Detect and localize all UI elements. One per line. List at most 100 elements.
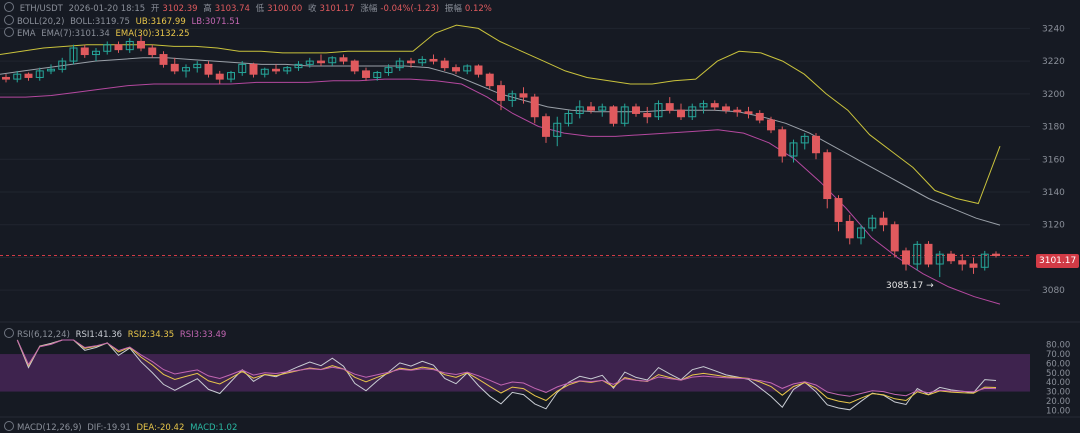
candle-body: [789, 142, 798, 157]
boll-lb: LB:3071.51: [191, 17, 241, 27]
boll-mid: BOLL:3119.75: [70, 17, 130, 27]
candle-body: [58, 60, 67, 70]
candle-body: [542, 116, 550, 137]
lock-icon[interactable]: [4, 328, 14, 338]
candle-body: [755, 112, 764, 121]
rsi-tick-label: 20.00: [1046, 397, 1070, 407]
candle-body: [373, 72, 382, 78]
info-icon: [4, 2, 14, 12]
boll-upper-line: [0, 24, 1001, 205]
candle-body: [935, 253, 944, 265]
candle-body: [969, 263, 978, 268]
candle-body: [812, 135, 820, 154]
candle-body: [440, 60, 449, 69]
macd-dea: DEA:-20.42: [136, 423, 185, 433]
low-label: 低: [255, 4, 265, 14]
candle-body: [609, 106, 618, 124]
candle-body: [2, 76, 10, 80]
candle-body: [474, 65, 483, 75]
ema-legend[interactable]: EMA EMA(7):3101.34 EMA(30):3132.25: [4, 27, 193, 39]
candle-body: [575, 106, 584, 114]
y-tick-label: 3080: [1042, 286, 1065, 296]
candle-body: [305, 60, 314, 65]
lock-icon[interactable]: [4, 15, 14, 25]
rsi-tick-label: 50.00: [1046, 369, 1070, 379]
y-tick-label: 3140: [1042, 188, 1065, 198]
candle-body: [778, 129, 787, 157]
candle-body: [249, 63, 258, 75]
candle-body: [125, 40, 134, 51]
rsi1-line: [16, 339, 997, 411]
candle-body: [362, 70, 370, 78]
lock-icon[interactable]: [4, 27, 14, 37]
rsi-tick-label: 30.00: [1046, 388, 1070, 398]
candle-body: [508, 93, 517, 101]
rsi2-value: RSI2:34.35: [127, 330, 175, 340]
boll-ub: UB:3167.99: [135, 17, 186, 27]
candle-body: [350, 60, 359, 72]
candle-body: [902, 250, 910, 265]
candle-body: [92, 50, 100, 56]
y-tick-label: 3120: [1042, 221, 1065, 231]
candle-body: [114, 44, 123, 51]
candle-body: [463, 65, 472, 72]
candle-body: [632, 106, 640, 114]
candle-body: [339, 57, 348, 62]
candle-body: [564, 112, 573, 124]
low-annotation: 3085.17 →: [886, 281, 934, 291]
y-tick-label: 3160: [1042, 155, 1065, 165]
candle-body: [137, 40, 145, 49]
candle-body: [823, 152, 832, 200]
candle-body: [35, 70, 44, 78]
rsi-legend[interactable]: RSI(6,12,24) RSI1:41.36 RSI2:34.35 RSI3:…: [4, 328, 229, 340]
candle-body: [722, 106, 730, 111]
candle-body: [733, 109, 742, 113]
candle-body: [69, 47, 78, 62]
candle-body: [980, 253, 989, 268]
candle-body: [283, 67, 292, 72]
rsi-band: [0, 354, 1030, 392]
rsi-tick-label: 10.00: [1046, 406, 1070, 416]
candle-body: [530, 96, 539, 118]
candle-body: [170, 63, 179, 72]
candle-body: [857, 227, 865, 239]
rsi-tick-label: 60.00: [1046, 359, 1070, 369]
boll-lower-line: [0, 78, 1001, 305]
candle-body: [418, 58, 427, 64]
candle-body: [13, 73, 22, 80]
lock-icon[interactable]: [4, 421, 14, 431]
candle-body: [317, 60, 325, 64]
candle-body: [485, 73, 494, 87]
candle-body: [710, 103, 719, 108]
high-label: 高: [203, 4, 212, 14]
rsi1-value: RSI1:41.36: [75, 330, 123, 340]
candle-body: [429, 58, 438, 62]
macd-value: MACD:1.02: [190, 423, 238, 433]
candle-body: [868, 217, 877, 229]
boll-name: BOLL(20,2): [17, 17, 65, 27]
candle-body: [215, 73, 224, 80]
y-tick-label: 3200: [1042, 90, 1065, 100]
y-tick-label: 3240: [1042, 24, 1065, 34]
candle-body: [958, 260, 967, 265]
high-value: 3103.74: [214, 4, 250, 14]
ema30-value: EMA(30):3132.25: [115, 29, 190, 39]
candle-body: [103, 44, 112, 52]
macd-dif: DIF:-19.91: [87, 423, 131, 433]
low-value: 3100.00: [267, 4, 303, 14]
boll-legend[interactable]: BOLL(20,2) BOLL:3119.75 UB:3167.99 LB:30…: [4, 15, 243, 27]
candle-body: [890, 224, 899, 252]
candle-body: [395, 60, 404, 69]
candle-body: [182, 67, 190, 72]
candle-body: [688, 106, 697, 118]
candle-body: [598, 106, 607, 111]
candle-body: [924, 243, 933, 265]
rsi-name: RSI(6,12,24): [17, 330, 70, 340]
candle-body: [24, 73, 33, 78]
candle-body: [992, 253, 1000, 257]
rsi-tick-label: 80.00: [1046, 341, 1070, 351]
macd-legend[interactable]: MACD(12,26,9) DIF:-19.91 DEA:-20.42 MACD…: [4, 421, 240, 433]
candle-body: [834, 198, 843, 222]
ema-name: EMA: [17, 29, 36, 39]
